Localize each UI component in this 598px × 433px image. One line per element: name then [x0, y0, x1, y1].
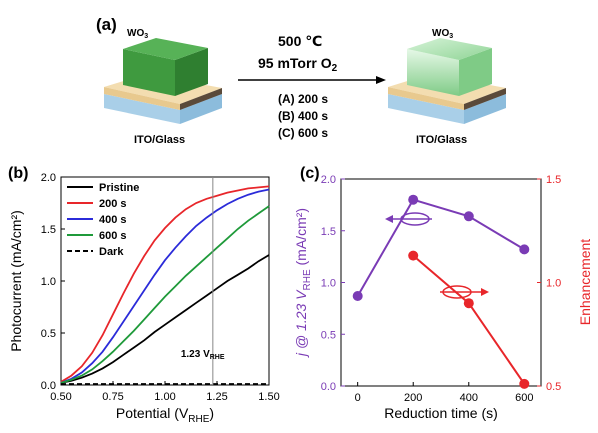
chart-c-axis-indicators	[385, 212, 489, 299]
legend-label: 200 s	[99, 198, 127, 210]
chart-c-ytick-left-label: 1.0	[321, 278, 336, 290]
left-glass-side	[180, 94, 222, 124]
left-glass-front	[104, 94, 180, 124]
chart-b-xtick-label: 0.75	[102, 391, 123, 403]
chart-c-ytick-left-label: 1.5	[321, 226, 336, 238]
chart-b-ytick-label: 1.0	[41, 276, 56, 288]
left-substrate-label: ITO/Glass	[134, 134, 185, 146]
right-ito-side	[464, 88, 506, 110]
chart-c-xtick-label: 600	[515, 392, 533, 404]
series-line-400-s	[60, 188, 270, 384]
series-line-600-s	[60, 205, 270, 384]
data-point-right-axis	[519, 378, 530, 389]
series-line-left-axis	[356, 198, 525, 297]
condition-a: (A) 200 s	[278, 92, 328, 106]
chart-b-xtick-label: 1.00	[154, 391, 175, 403]
right-glass-front	[388, 94, 464, 124]
chart-c-xtick-label: 0	[355, 392, 361, 404]
annotation-1-23-label: 1.23 VRHE	[181, 349, 225, 361]
condition-c: (C) 600 s	[278, 126, 328, 140]
legend-label: 400 s	[99, 214, 127, 226]
panel-c: (c) 0 200 400 600 0.0 0.5 1.0 1.5 2.0 0.5 1.0 1.5 R…	[293, 165, 593, 421]
chart-b-xtick-label: 1.50	[258, 391, 279, 403]
panel-b: (b) 0.50 0.75 1.00 1.25 1.500.00.51.01.52.0 …	[8, 165, 280, 425]
chart-c-series	[352, 194, 530, 389]
chart-c-ylabel-right: Enhancement	[577, 239, 593, 326]
chart-b-legend: Pristine 200 s 400 s 600 s Dark	[67, 182, 139, 258]
chart-c-ytick-left-label: 0.0	[321, 381, 336, 393]
right-glass-side	[464, 94, 506, 124]
chart-b-ytick-label: 1.5	[41, 224, 56, 236]
panel-b-label: (b)	[8, 165, 28, 182]
condition-pressure: 95 mTorr O2	[258, 55, 338, 74]
chart-c-ticks: 0 200 400 600 0.0 0.5 1.0 1.5 2.0 0.5 1.0 1.5	[321, 174, 562, 404]
data-point-left-axis	[352, 291, 363, 301]
chart-c-ylabel-left: j @ 1.23 VRHE (mA/cm²)	[293, 208, 313, 358]
series-line-200-s	[60, 185, 270, 383]
chart-b-ytick-label: 0.0	[41, 380, 56, 392]
right-wo3-side	[459, 48, 492, 96]
chart-c-frame	[340, 178, 542, 387]
right-axis-indicator-head	[481, 288, 489, 296]
process-arrowhead	[376, 76, 386, 84]
chart-c-ytick-right-label: 1.0	[546, 278, 561, 290]
right-wo3-front	[407, 49, 459, 96]
legend-label: Dark	[99, 246, 124, 258]
chart-b-ylabel: Photocurrent (mA/cm²)	[8, 210, 24, 352]
left-axis-indicator-head	[385, 215, 393, 223]
series-line-pristine	[60, 254, 270, 384]
chart-c-ytick-right-label: 1.5	[546, 174, 561, 186]
chart-c-ytick-left-label: 0.5	[321, 329, 336, 341]
data-point-right-axis	[463, 298, 474, 309]
data-point-left-axis	[463, 211, 474, 222]
chart-b-xlabel: Potential (VRHE)	[116, 405, 214, 425]
chart-b-ytick-label: 2.0	[41, 172, 56, 184]
chart-b-ticks: 0.50 0.75 1.00 1.25 1.50 0.0 0.5 1.0 1.5 2.0	[41, 172, 280, 403]
left-ito-front	[104, 87, 180, 110]
left-wo3-side	[175, 48, 208, 96]
chart-b-series	[60, 185, 270, 385]
chart-c-ytick-left-label: 2.0	[321, 174, 336, 186]
condition-b: (B) 400 s	[278, 109, 328, 123]
panel-a: (a) WO3 ITO/Glass 500 ℃ 95 mTorr O2 (A) …	[96, 15, 506, 146]
series-line-right-axis	[412, 254, 526, 385]
panel-c-label: (c)	[300, 165, 320, 182]
legend-label: 600 s	[99, 230, 127, 242]
chart-c-xtick-label: 200	[404, 392, 422, 404]
chart-c-ytick-right-label: 0.5	[546, 381, 561, 393]
left-device-stack	[104, 38, 222, 124]
right-wo3-top	[407, 38, 492, 60]
left-ito-side	[180, 88, 222, 110]
left-wo3-top	[123, 38, 208, 60]
left-wo3-front	[123, 49, 175, 96]
right-device-stack	[388, 38, 506, 124]
data-point-left-axis	[519, 244, 530, 255]
right-wo3-label: WO3	[432, 28, 453, 40]
right-ito-front	[388, 87, 464, 110]
left-wo3-label: WO3	[127, 28, 148, 40]
data-point-left-axis	[408, 194, 419, 205]
condition-temperature: 500 ℃	[278, 33, 322, 49]
panel-a-label: (a)	[96, 15, 117, 34]
chart-b-ytick-label: 0.5	[41, 328, 56, 340]
chart-c-xlabel: Reduction time (s)	[384, 405, 498, 421]
chart-c-xtick-label: 400	[460, 392, 478, 404]
chart-b-xtick-label: 1.25	[206, 391, 227, 403]
data-point-right-axis	[408, 250, 419, 261]
legend-label: Pristine	[99, 182, 139, 194]
right-substrate-label: ITO/Glass	[416, 134, 467, 146]
chart-b-xtick-label: 0.50	[50, 391, 71, 403]
